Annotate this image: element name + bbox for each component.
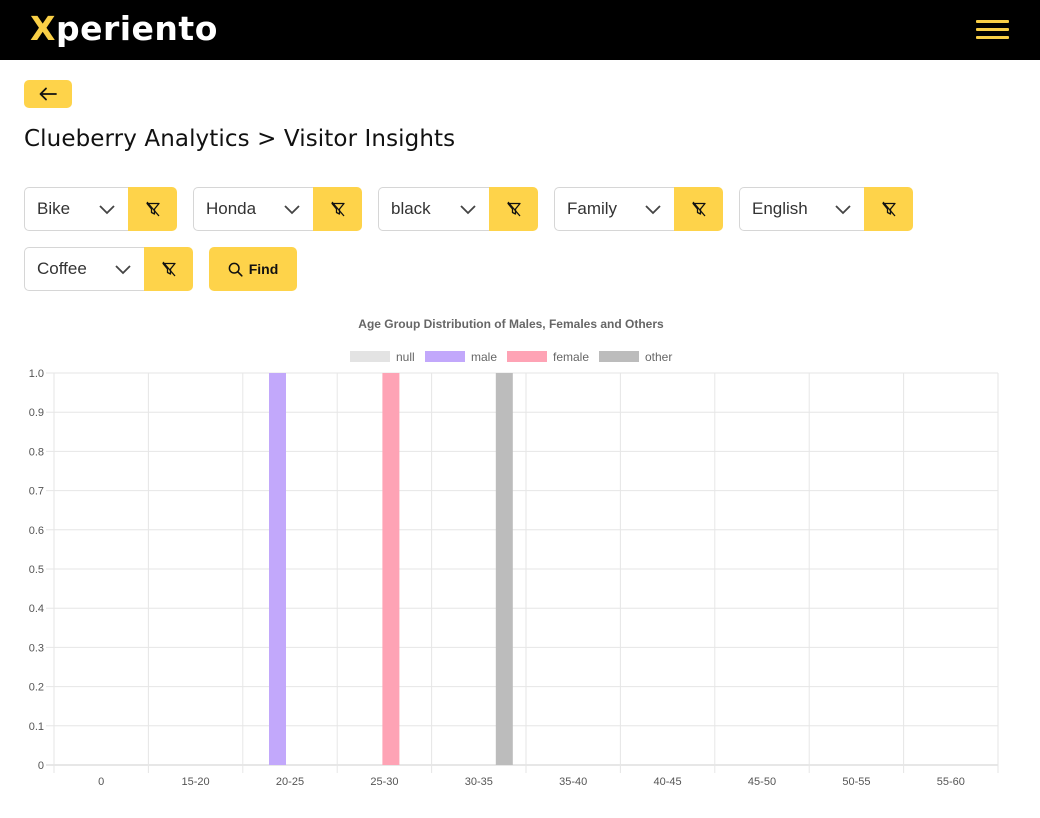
clear-filter-button[interactable] bbox=[313, 187, 362, 231]
legend-label-null: null bbox=[396, 350, 415, 364]
x-tick-label: 20-25 bbox=[276, 776, 304, 788]
vehicle-type-value: Bike bbox=[37, 199, 71, 218]
chevron-down-icon bbox=[460, 205, 476, 215]
color-value: black bbox=[391, 199, 431, 218]
x-tick-label: 40-45 bbox=[654, 776, 682, 788]
x-tick-label: 15-20 bbox=[182, 776, 210, 788]
y-tick-label: 0.3 bbox=[29, 642, 44, 654]
bar-other-30-35 bbox=[495, 373, 513, 765]
chevron-down-icon bbox=[115, 265, 131, 275]
x-tick-label: 55-60 bbox=[937, 776, 965, 788]
filter-interest: Coffee bbox=[24, 247, 193, 291]
filter-language: English bbox=[739, 187, 913, 231]
logo-text: periento bbox=[55, 9, 218, 48]
y-tick-label: 0.4 bbox=[29, 603, 44, 615]
y-tick-label: 1.0 bbox=[29, 368, 44, 380]
filter-color: black bbox=[378, 187, 538, 231]
y-tick-label: 0.2 bbox=[29, 682, 44, 694]
legend-label-male: male bbox=[471, 350, 497, 364]
filter-clear-icon bbox=[506, 201, 521, 217]
y-tick-label: 0.9 bbox=[29, 407, 44, 419]
language-select[interactable]: English bbox=[739, 187, 864, 231]
x-tick-label: 0 bbox=[98, 776, 104, 788]
chart-title: Age Group Distribution of Males, Females… bbox=[358, 317, 664, 331]
clear-filter-button[interactable] bbox=[674, 187, 723, 231]
bar-male-20-25 bbox=[269, 373, 286, 765]
color-select[interactable]: black bbox=[378, 187, 489, 231]
y-tick-label: 0.6 bbox=[29, 525, 44, 537]
filter-clear-icon bbox=[330, 201, 345, 217]
filter-clear-icon bbox=[145, 201, 160, 217]
brand-select[interactable]: Honda bbox=[193, 187, 313, 231]
x-tick-label: 45-50 bbox=[748, 776, 776, 788]
page-title: Clueberry Analytics > Visitor Insights bbox=[24, 126, 456, 152]
filter-clear-icon bbox=[161, 261, 176, 277]
group-type-select[interactable]: Family bbox=[554, 187, 674, 231]
filter-clear-icon bbox=[691, 201, 706, 217]
age-distribution-chart: null male female other 0 0.1 0.2 0.3 0.4 0.5 0.6 0.… bbox=[29, 350, 999, 788]
legend-swatch-other bbox=[599, 351, 639, 362]
search-icon bbox=[228, 262, 243, 277]
legend-swatch-female bbox=[507, 351, 547, 362]
language-value: English bbox=[752, 199, 808, 218]
legend-swatch-null bbox=[350, 351, 390, 362]
clear-filter-button[interactable] bbox=[864, 187, 913, 231]
clear-filter-button[interactable] bbox=[489, 187, 538, 231]
x-tick-label: 30-35 bbox=[465, 776, 493, 788]
arrow-left-icon bbox=[39, 87, 57, 101]
clear-filter-button[interactable] bbox=[144, 247, 193, 291]
logo[interactable]: Xperiento bbox=[30, 9, 218, 49]
filter-group-type: Family bbox=[554, 187, 723, 231]
y-tick-label: 0.8 bbox=[29, 446, 44, 458]
logo-x: X bbox=[30, 9, 56, 48]
filter-brand: Honda bbox=[193, 187, 362, 231]
find-label: Find bbox=[248, 261, 279, 277]
chevron-down-icon bbox=[835, 205, 851, 215]
chevron-down-icon bbox=[99, 205, 115, 215]
y-tick-label: 0.5 bbox=[29, 564, 44, 576]
x-tick-label: 50-55 bbox=[842, 776, 870, 788]
back-button[interactable] bbox=[24, 80, 72, 108]
filter-clear-icon bbox=[881, 201, 896, 217]
y-tick-label: 0.7 bbox=[29, 486, 44, 498]
legend-swatch-male bbox=[425, 351, 465, 362]
bar-female-25-30 bbox=[382, 373, 400, 765]
interest-select[interactable]: Coffee bbox=[24, 247, 144, 291]
y-tick-label: 0.1 bbox=[29, 721, 44, 733]
x-tick-label: 35-40 bbox=[559, 776, 587, 788]
group-type-value: Family bbox=[567, 199, 618, 218]
top-navbar: Xperiento bbox=[0, 0, 1040, 60]
hamburger-menu-icon[interactable] bbox=[976, 20, 1009, 40]
chevron-down-icon bbox=[645, 205, 661, 215]
interest-value: Coffee bbox=[37, 259, 87, 278]
clear-filter-button[interactable] bbox=[128, 187, 177, 231]
brand-value: Honda bbox=[206, 199, 257, 218]
legend-label-female: female bbox=[553, 350, 589, 364]
chevron-down-icon bbox=[284, 205, 300, 215]
x-tick-label: 25-30 bbox=[370, 776, 398, 788]
vehicle-type-select[interactable]: Bike bbox=[24, 187, 128, 231]
legend-label-other: other bbox=[645, 350, 672, 364]
y-tick-label: 0 bbox=[38, 760, 44, 772]
find-button[interactable]: Find bbox=[209, 247, 297, 291]
filter-vehicle-type: Bike bbox=[24, 187, 177, 231]
